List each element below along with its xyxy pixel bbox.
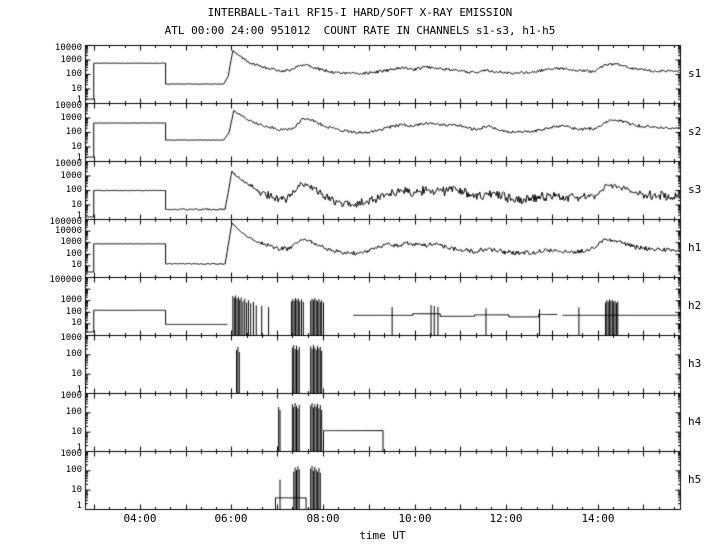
y-tick-label: 10 xyxy=(71,427,82,437)
y-tick-label: 10000 xyxy=(54,159,82,169)
x-tick-label: 12:00 xyxy=(489,512,523,525)
y-tick-label: 100 xyxy=(65,307,82,317)
y-tick-label: 10 xyxy=(71,260,82,270)
x-tick-label: 04:00 xyxy=(123,512,157,525)
panel-label-h3: h3 xyxy=(688,357,702,370)
y-tick-label: 1000 xyxy=(60,171,82,181)
y-tick-label: 1000 xyxy=(60,391,82,401)
x-tick-label: 14:00 xyxy=(581,512,615,525)
y-tick-label: 10 xyxy=(71,84,82,94)
y-tick-label: 100 xyxy=(65,465,82,475)
y-tick-label: 1 xyxy=(76,443,82,453)
y-tick-label: 100 xyxy=(65,349,82,359)
y-tick-label: 100 xyxy=(65,127,82,137)
panel-label-h1: h1 xyxy=(688,241,702,254)
y-tick-label: 100 xyxy=(65,69,82,79)
panel-label-s1: s1 xyxy=(688,67,702,80)
y-tick-label: 1 xyxy=(76,95,82,105)
x-tick-label: 06:00 xyxy=(214,512,248,525)
y-tick-label: 1000 xyxy=(60,55,82,65)
y-tick-label: 100000 xyxy=(49,275,82,285)
y-tick-label: 10 xyxy=(71,318,82,328)
x-axis-label: time UT xyxy=(359,529,406,542)
panel-label-h4: h4 xyxy=(688,415,702,428)
y-tick-label: 1000 xyxy=(60,295,82,305)
panel-label-s2: s2 xyxy=(688,125,702,138)
y-tick-label: 1000 xyxy=(60,237,82,247)
y-tick-label: 1000 xyxy=(60,449,82,459)
x-tick-label: 08:00 xyxy=(306,512,340,525)
y-tick-label: 1 xyxy=(76,211,82,221)
panel-label-h2: h2 xyxy=(688,299,702,312)
panel-label-h5: h5 xyxy=(688,473,702,486)
y-tick-label: 1 xyxy=(76,385,82,395)
y-tick-label: 10 xyxy=(71,142,82,152)
y-tick-label: 10 xyxy=(71,200,82,210)
y-tick-label: 1 xyxy=(76,501,82,511)
y-tick-label: 1000 xyxy=(60,333,82,343)
x-tick-label: 10:00 xyxy=(398,512,432,525)
y-tick-label: 100 xyxy=(65,249,82,259)
y-tick-label: 1 xyxy=(76,153,82,163)
y-tick-label: 10000 xyxy=(54,101,82,111)
y-tick-label: 10 xyxy=(71,369,82,379)
y-tick-label: 10 xyxy=(71,485,82,495)
y-tick-label: 100 xyxy=(65,407,82,417)
y-tick-label: 10000 xyxy=(54,226,82,236)
y-tick-label: 1000 xyxy=(60,113,82,123)
y-tick-label: 100 xyxy=(65,185,82,195)
y-tick-label: 10000 xyxy=(54,43,82,53)
y-tick-label: 100000 xyxy=(49,217,82,227)
panel-label-s3: s3 xyxy=(688,183,702,196)
